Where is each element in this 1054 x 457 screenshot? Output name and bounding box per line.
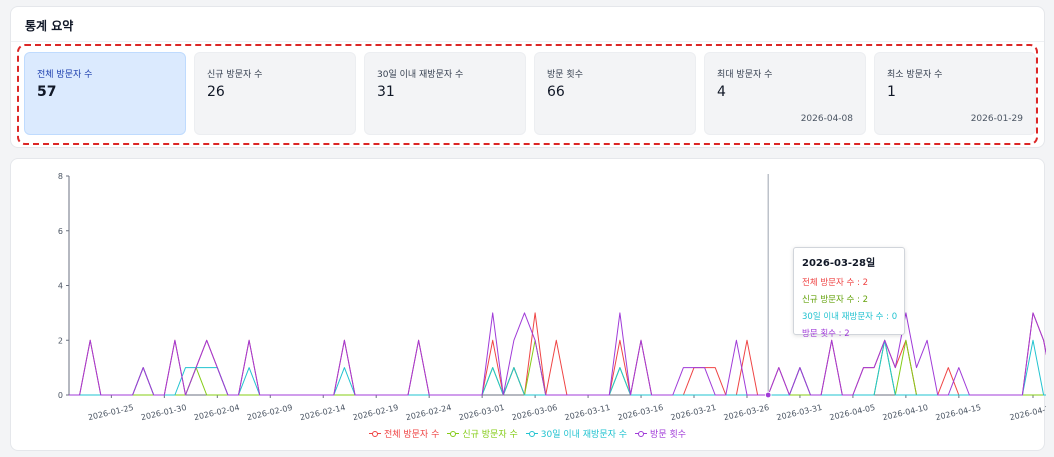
legend-marker-icon xyxy=(525,430,538,437)
x-tick-label: 2026-02-04 xyxy=(193,403,240,422)
card-revisitors[interactable]: 30일 이내 재방문자 수 31 xyxy=(364,52,526,135)
card-label: 전체 방문자 수 xyxy=(37,70,93,80)
card-total-visitors[interactable]: 전체 방문자 수 57 xyxy=(24,52,186,135)
x-tick-label: 2026-04-05 xyxy=(829,403,876,422)
y-tick-label: 8 xyxy=(58,172,63,181)
legend-label: 30일 이내 재방문자 수 xyxy=(540,430,628,440)
x-tick-label: 2026-02-19 xyxy=(352,403,399,422)
y-tick-label: 6 xyxy=(58,227,63,236)
chart-legend: 전체 방문자 수 신규 방문자 수 30일 이내 재방문자 수 방문 횟수 xyxy=(11,427,1044,440)
card-date: 2026-01-29 xyxy=(970,114,1023,124)
hover-point-4 xyxy=(764,391,772,399)
x-tick-label: 2026-01-30 xyxy=(140,403,187,422)
x-tick-label: 2026-04-22 xyxy=(1009,403,1046,422)
card-visit-count[interactable]: 방문 횟수 66 xyxy=(534,52,696,135)
y-tick-label: 0 xyxy=(58,391,63,400)
summary-title: 통계 요약 xyxy=(25,19,74,33)
summary-panel: 통계 요약 전체 방문자 수 57 신규 방문자 수 26 30일 이내 재방문… xyxy=(10,6,1045,148)
card-label: 신규 방문자 수 xyxy=(207,70,263,80)
legend-marker-icon xyxy=(635,430,648,437)
x-tick-label: 2026-03-26 xyxy=(723,403,770,422)
legend-marker-icon xyxy=(368,430,381,437)
chart-tooltip: 2026-03-28일 전체 방문자 수 : 2 신규 방문자 수 : 2 30… xyxy=(793,247,905,339)
card-value: 26 xyxy=(207,84,225,100)
legend-item-revisit[interactable]: 30일 이내 재방문자 수 xyxy=(525,427,628,440)
card-label: 방문 횟수 xyxy=(547,70,583,80)
y-tick-label: 2 xyxy=(58,336,63,345)
series-line-4 xyxy=(69,312,1046,396)
x-tick-label: 2026-01-25 xyxy=(87,403,134,422)
tooltip-visits: 방문 횟수 : 2 xyxy=(802,329,850,339)
x-tick-label: 2026-03-06 xyxy=(511,403,558,422)
card-min-visitors[interactable]: 최소 방문자 수 1 2026-01-29 xyxy=(874,52,1036,135)
legend-item-visits[interactable]: 방문 횟수 xyxy=(635,427,686,440)
card-value: 4 xyxy=(717,84,726,100)
x-tick-label: 2026-03-01 xyxy=(458,403,505,422)
card-label: 최대 방문자 수 xyxy=(717,70,773,80)
chart-panel: 0 2 4 6 8 2026-01-25 2026-01-30 2026-02-04 2026-… xyxy=(10,158,1046,451)
x-tick-label: 2026-03-31 xyxy=(776,403,823,422)
card-value: 66 xyxy=(547,84,565,100)
summary-divider xyxy=(11,41,1044,42)
card-label: 최소 방문자 수 xyxy=(887,70,943,80)
legend-item-total[interactable]: 전체 방문자 수 xyxy=(368,427,440,440)
card-date: 2026-04-08 xyxy=(800,114,853,124)
card-value: 1 xyxy=(887,84,896,100)
legend-item-new[interactable]: 신규 방문자 수 xyxy=(447,427,518,440)
tooltip-date: 2026-03-28일 xyxy=(802,258,876,269)
card-value: 31 xyxy=(377,84,395,100)
legend-marker-icon xyxy=(447,430,460,437)
x-tick-label: 2026-03-11 xyxy=(564,403,611,422)
summary-cards: 전체 방문자 수 57 신규 방문자 수 26 30일 이내 재방문자 수 31… xyxy=(24,52,1036,135)
card-label: 30일 이내 재방문자 수 xyxy=(377,70,464,80)
x-tick-label: 2026-04-10 xyxy=(882,403,929,422)
legend-label: 전체 방문자 수 xyxy=(383,430,440,440)
x-tick-label: 2026-02-24 xyxy=(405,403,452,422)
tooltip-revisit: 30일 이내 재방문자 수 : 0 xyxy=(802,312,898,322)
card-new-visitors[interactable]: 신규 방문자 수 26 xyxy=(194,52,356,135)
x-tick-label: 2026-03-21 xyxy=(670,403,717,422)
legend-label: 신규 방문자 수 xyxy=(462,430,518,440)
highlight-frame xyxy=(17,44,1038,145)
line-chart[interactable]: 0 2 4 6 8 2026-01-25 2026-01-30 2026-02-04 2026-… xyxy=(11,159,1046,424)
y-tick-label: 4 xyxy=(58,282,63,291)
legend-label: 방문 횟수 xyxy=(650,430,687,440)
x-tick-label: 2026-03-16 xyxy=(617,403,664,422)
tooltip-total: 전체 방문자 수 : 2 xyxy=(802,278,868,288)
tooltip-new: 신규 방문자 수 : 2 xyxy=(802,295,868,305)
card-max-visitors[interactable]: 최대 방문자 수 4 2026-04-08 xyxy=(704,52,866,135)
x-tick-label: 2026-04-15 xyxy=(935,403,982,422)
x-tick-label: 2026-02-14 xyxy=(299,403,346,422)
x-tick-label: 2026-02-09 xyxy=(246,403,293,422)
card-value: 57 xyxy=(37,84,57,100)
